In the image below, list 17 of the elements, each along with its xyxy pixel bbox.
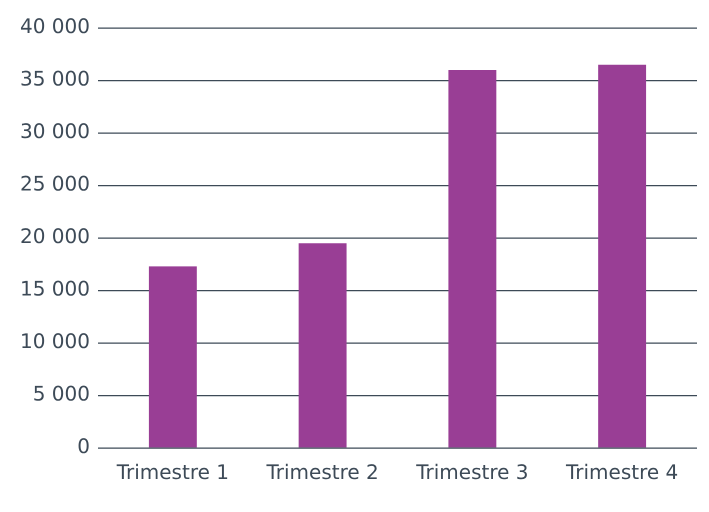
y-tick-label: 25 000: [20, 172, 90, 196]
bar: [598, 64, 646, 448]
bar: [148, 266, 197, 448]
y-tick-label: 40 000: [20, 14, 90, 38]
y-tick-label: 5 000: [32, 382, 90, 406]
x-tick-label: Trimestre 3: [415, 460, 529, 484]
y-tick-label: 0: [77, 434, 90, 458]
y-tick-label: 10 000: [20, 329, 90, 354]
y-tick-label: 15 000: [20, 276, 90, 301]
x-tick-label: Trimestre 1: [116, 460, 229, 484]
y-tick-label: 35 000: [20, 66, 90, 91]
y-tick-label: 20 000: [20, 224, 90, 248]
bar: [448, 70, 496, 448]
y-tick-label: 30 000: [20, 119, 90, 144]
x-tick-label: Trimestre 4: [564, 460, 678, 484]
bar: [298, 243, 347, 448]
x-tick-label: Trimestre 2: [265, 460, 379, 484]
